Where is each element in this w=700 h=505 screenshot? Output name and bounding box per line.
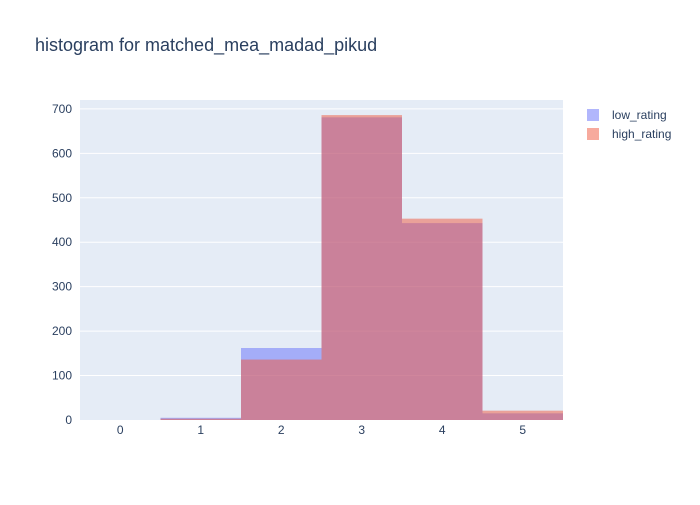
y-tick-label: 100 [52,369,72,383]
legend-item-high_rating[interactable]: high_rating [587,127,671,141]
chart-title: histogram for matched_mea_madad_pikud [35,35,377,56]
legend-swatch-low_rating [587,109,599,121]
x-tick-label: 2 [278,423,285,437]
y-tick-label: 300 [52,280,72,294]
x-tick-label: 5 [519,423,526,437]
bar-high_rating-3 [321,115,402,420]
y-tick-label: 500 [52,191,72,205]
x-axis-ticks: 0 1 2 3 4 5 [117,423,527,437]
y-tick-label: 600 [52,146,72,160]
legend-item-low_rating[interactable]: low_rating [587,108,667,122]
x-tick-label: 4 [439,423,446,437]
bar-high_rating-5 [482,410,563,420]
bars [160,115,563,420]
legend-label-low_rating: low_rating [612,108,667,122]
y-tick-label: 700 [52,102,72,116]
y-tick-label: 400 [52,235,72,249]
y-tick-label: 200 [52,324,72,338]
y-axis-ticks: 0 100 200 300 400 500 600 700 [52,102,72,427]
legend[interactable]: low_rating high_rating [587,108,671,141]
bar-high_rating-1 [160,418,241,420]
y-tick-label: 0 [65,413,72,427]
x-tick-label: 1 [197,423,204,437]
bar-high_rating-4 [402,218,483,420]
legend-label-high_rating: high_rating [612,127,671,141]
bar-high_rating-2 [241,359,322,420]
legend-swatch-high_rating [587,128,599,140]
x-tick-label: 0 [117,423,124,437]
x-tick-label: 3 [358,423,365,437]
